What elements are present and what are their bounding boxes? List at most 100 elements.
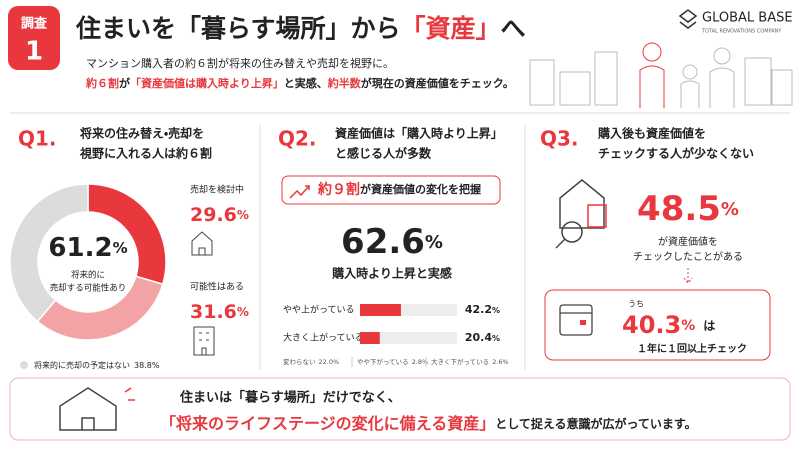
sub-value: 40.3% は	[622, 311, 715, 339]
building-icon	[193, 326, 215, 356]
title-part: へ	[501, 14, 526, 43]
value: 40.3	[622, 311, 681, 339]
question: 将来の住み替え・売却を	[79, 126, 204, 141]
q-label: Q1.	[18, 127, 57, 151]
big-label: 購入時より上昇と実感	[331, 266, 452, 281]
lead-part: が	[119, 76, 130, 90]
pill-rest: が資産価値の変化を把握	[360, 182, 481, 196]
calendar-icon	[559, 304, 593, 336]
bar-value: 20.4%	[465, 331, 500, 344]
unit: %	[113, 239, 128, 257]
unit: %	[492, 306, 500, 315]
legend-name: 将来的に売却の予定はない	[34, 360, 130, 370]
value: 29.6	[190, 204, 237, 226]
donut-chart	[9, 183, 167, 341]
sub-label: １年に１回以上チェック	[637, 342, 747, 355]
footer-line: 住まいは「暮らす場所」だけでなく、	[179, 390, 401, 406]
unit: %	[681, 318, 695, 334]
unit: %	[721, 199, 739, 220]
question: 視野に入れる人は約６割	[79, 146, 212, 161]
badge-label: 調査	[21, 16, 48, 32]
pill-em: 約９割	[317, 181, 360, 198]
lead-part: 約６割	[85, 76, 119, 90]
lead: 約６割が「資産価値は購入時より上昇」と実感、約半数が現在の資産価値をチェック。	[85, 76, 514, 90]
badge-number: 1	[25, 37, 43, 67]
other-name: 変わらない	[283, 357, 316, 366]
legend-text: 将来的に売却の予定はない 38.8%	[34, 360, 160, 370]
unit: %	[237, 208, 249, 222]
footer-line: 「将来のライフステージの変化に備える資産」として捉える意識が広がっています。	[160, 414, 697, 433]
lead-part: 「資産価値は購入時より上昇」	[130, 76, 284, 90]
bar-chart: やや上がっている 42.2% 大きく上がっている 20.4%	[283, 303, 500, 344]
pill-text: 約９割が資産価値の変化を把握	[317, 181, 481, 198]
footer-box	[9, 377, 791, 441]
bar	[360, 304, 401, 316]
q-label: Q3.	[540, 127, 579, 151]
legend-value: 38.8%	[134, 361, 160, 370]
segment-value: 31.6%	[190, 301, 249, 323]
lead-part: 約半数	[327, 76, 362, 90]
value: 20.4	[465, 331, 492, 344]
other-name: 大きく下がっている	[431, 357, 489, 366]
bar-value: 42.2%	[465, 303, 500, 316]
trend-icon	[289, 185, 310, 199]
value: 42.2	[465, 303, 492, 316]
illustration	[529, 42, 793, 108]
value: 62.6	[341, 222, 425, 262]
big-label: が資産価値を	[658, 235, 718, 248]
legend-dot	[20, 361, 28, 369]
pill	[281, 175, 501, 205]
other-stat: 変わらない 22.0%	[283, 357, 339, 366]
house-icon	[191, 231, 213, 256]
sub-suffix: は	[703, 319, 715, 333]
footer-house-icon	[59, 387, 135, 431]
segment-value: 29.6%	[190, 204, 249, 226]
unit: %	[237, 305, 249, 319]
lead-part: が現在の資産価値をチェック。	[361, 76, 514, 90]
value: 31.6	[190, 301, 237, 323]
other-stat: 大きく下がっている 2.6%	[431, 357, 509, 366]
title-part: 「資産」	[401, 14, 501, 43]
question: と感じる人が多数	[335, 146, 432, 161]
big-label: チェックしたことがある	[633, 250, 743, 263]
value: 48.5	[637, 189, 721, 229]
sub-box	[544, 289, 771, 361]
logo-tagline: TOTAL RENOVATIONS COMPANY	[701, 29, 782, 35]
question: 購入後も資産価値を	[597, 126, 706, 141]
question: 資産価値は「購入時より上昇」	[335, 126, 503, 141]
sub-prefix: うち	[628, 300, 644, 309]
q-label: Q2.	[278, 127, 317, 151]
unit: %	[492, 334, 500, 343]
question: チェックする人が少なくない	[598, 146, 754, 161]
lead: マンション購入者の約６割が将来の住み替えや売却を視野に。	[86, 56, 394, 70]
house-check-icon	[555, 179, 607, 249]
donut-segment	[9, 183, 89, 323]
big-value: 48.5%	[637, 189, 739, 229]
bar-track	[360, 332, 457, 344]
value: 61.2	[48, 233, 112, 263]
other-value: 22.0%	[319, 358, 340, 366]
other-value: 2.6%	[492, 358, 509, 366]
footer-rest: として捉える意識が広がっています。	[495, 416, 696, 431]
title-part: 住まいを「暮らす場所」から	[75, 14, 401, 43]
center-value: 61.2%	[48, 233, 127, 263]
logo-name: GLOBAL BASE	[702, 11, 793, 26]
other-name: やや下がっている	[357, 357, 409, 366]
title: 住まいを「暮らす場所」から「資産」へ	[75, 14, 526, 43]
footer-em: 「将来のライフステージの変化に備える資産」	[160, 414, 495, 433]
unit: %	[425, 232, 443, 253]
others: 変わらない 22.0% やや下がっている 2.8% 大きく下がっている 2.6%	[283, 357, 509, 367]
segment-name: 可能性はある	[190, 281, 244, 293]
badge	[8, 6, 60, 70]
other-value: 2.8%	[412, 358, 429, 366]
center-label: 将来的に	[71, 270, 105, 281]
center-label: 売却する可能性あり	[50, 283, 127, 294]
lead-part: と実感、	[284, 76, 328, 90]
other-stat: やや下がっている 2.8%	[357, 357, 428, 366]
bar-label: 大きく上がっている	[283, 332, 364, 344]
logo: GLOBAL BASE TOTAL RENOVATIONS COMPANY	[678, 9, 793, 35]
donut-segment	[36, 275, 164, 341]
bar-label: やや上がっている	[283, 304, 355, 316]
